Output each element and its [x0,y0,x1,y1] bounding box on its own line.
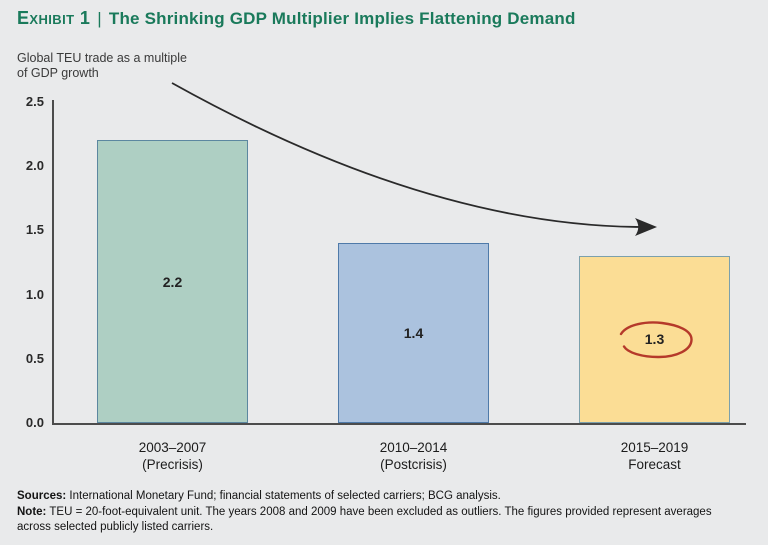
sources-text: International Monetary Fund; financial s… [66,490,501,502]
bar-value-label: 2.2 [162,273,183,290]
note-label: Note: [17,505,47,518]
bar-precrisis: 2.2 [97,140,248,423]
exhibit-number: Exhibit 1 [17,8,91,28]
x-label-forecast: 2015–2019 Forecast [560,439,750,473]
title-separator: | [97,9,102,28]
x-label-caption: (Postcrisis) [380,457,447,472]
y-tick-label: 0.0 [25,415,44,430]
x-label-caption: (Precrisis) [142,457,203,472]
bar-value-label: 1.3 [644,331,665,348]
bar-forecast: 1.3 [579,255,730,423]
footnotes: Sources: International Monetary Fund; fi… [17,489,717,536]
y-axis-title-line2: of GDP growth [17,66,99,80]
y-axis-title-line1: Global TEU trade as a multiple [17,51,187,65]
title-text: The Shrinking GDP Multiplier Implies Fla… [108,9,576,28]
x-axis-line [52,423,746,425]
sources-line: Sources: International Monetary Fund; fi… [17,489,717,505]
exhibit-title: Exhibit 1 | The Shrinking GDP Multiplier I… [17,8,576,29]
y-tick-label: 1.0 [25,286,44,302]
x-label-period: 2015–2019 [620,440,689,455]
x-label-period: 2003–2007 [138,440,207,455]
x-label-postcrisis: 2010–2014 (Postcrisis) [319,439,509,473]
y-tick-label: 0.5 [25,350,44,366]
x-label-period: 2010–2014 [379,440,448,455]
y-tick-label: 2.0 [25,158,44,173]
note-text: TEU = 20-foot-equivalent unit. The years… [17,505,712,534]
bar-postcrisis: 1.4 [338,243,489,423]
sources-label: Sources: [17,490,67,502]
y-tick-label: 1.5 [25,222,44,238]
bar-value-label: 1.4 [403,325,424,342]
y-axis-title: Global TEU trade as a multiple of GDP gr… [17,51,187,81]
x-label-caption: Forecast [628,457,681,472]
y-axis-line [52,100,54,425]
y-tick-label: 2.5 [25,93,44,109]
arrowhead-icon [635,218,657,236]
x-label-precrisis: 2003–2007 (Precrisis) [78,439,268,473]
note-line: Note: TEU = 20-foot-equivalent unit. The… [17,505,717,536]
